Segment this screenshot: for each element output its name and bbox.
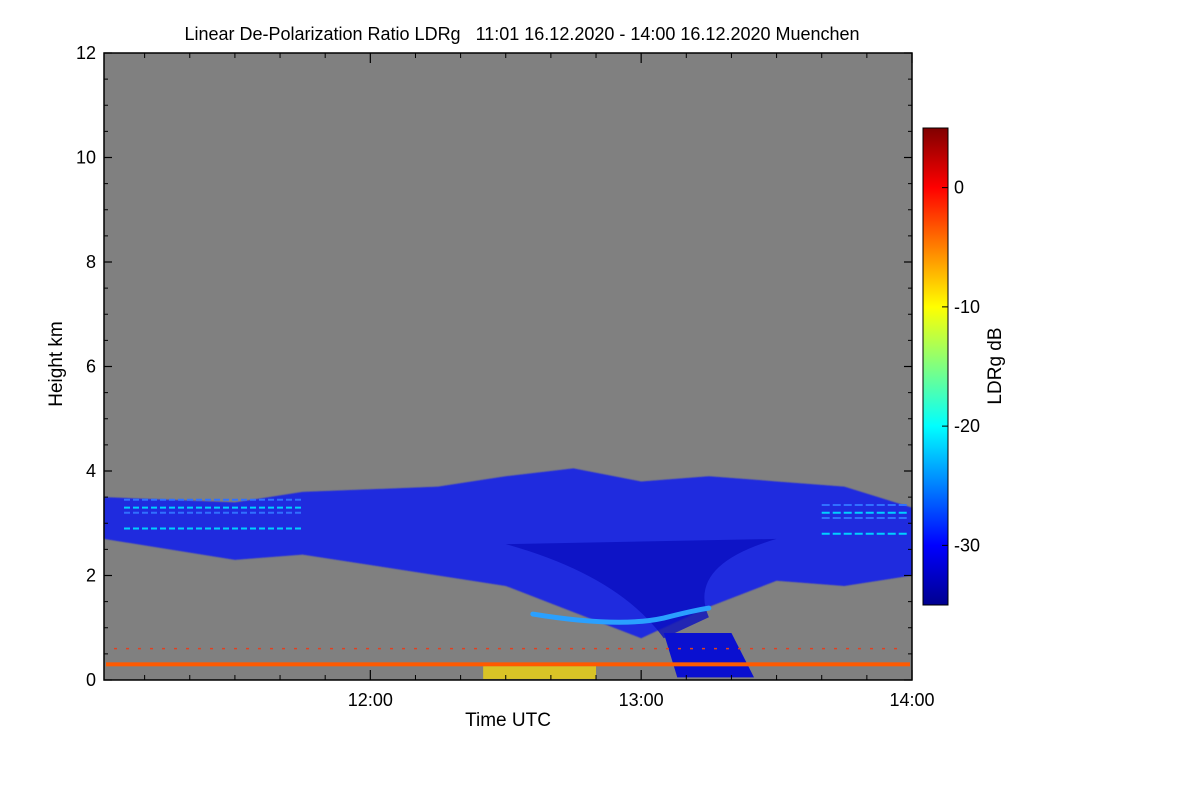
y-tick-label: 4 [86,461,96,481]
y-tick-label: 6 [86,357,96,377]
colorbar-tick-label: -10 [954,297,980,317]
surface-clutter [483,666,597,679]
surface-layer [106,662,910,667]
colorbar-tick-label: -30 [954,535,980,555]
y-tick-label: 0 [86,670,96,690]
x-tick-label: 13:00 [619,690,664,710]
heatmap-data [104,468,912,679]
x-axis-title: Time UTC [465,710,551,731]
y-axis-ticks: 0 2 4 6 8 10 12 [76,43,912,690]
colorbar-title: LDRg dB [985,327,1006,404]
melting-layer [530,605,712,625]
y-tick-label: 10 [76,148,96,168]
y-tick-label: 2 [86,566,96,586]
x-axis-ticks: 12:00 13:00 14:00 [144,53,935,710]
colorbar [922,127,949,606]
x-tick-label: 14:00 [889,690,934,710]
y-tick-label: 12 [76,43,96,63]
x-tick-label: 12:00 [348,690,393,710]
cloud-layer [104,468,912,639]
colorbar-tick-label: 0 [954,178,964,198]
chart-title: Linear De-Polarization Ratio LDRg 11:01 … [184,24,859,44]
colorbar-tick-label: -20 [954,416,980,436]
colorbar-ticks: 0 -10 -20 -30 [942,178,980,555]
cloud-core [505,538,777,639]
y-axis-title: Height km [46,321,67,407]
y-tick-label: 8 [86,252,96,272]
